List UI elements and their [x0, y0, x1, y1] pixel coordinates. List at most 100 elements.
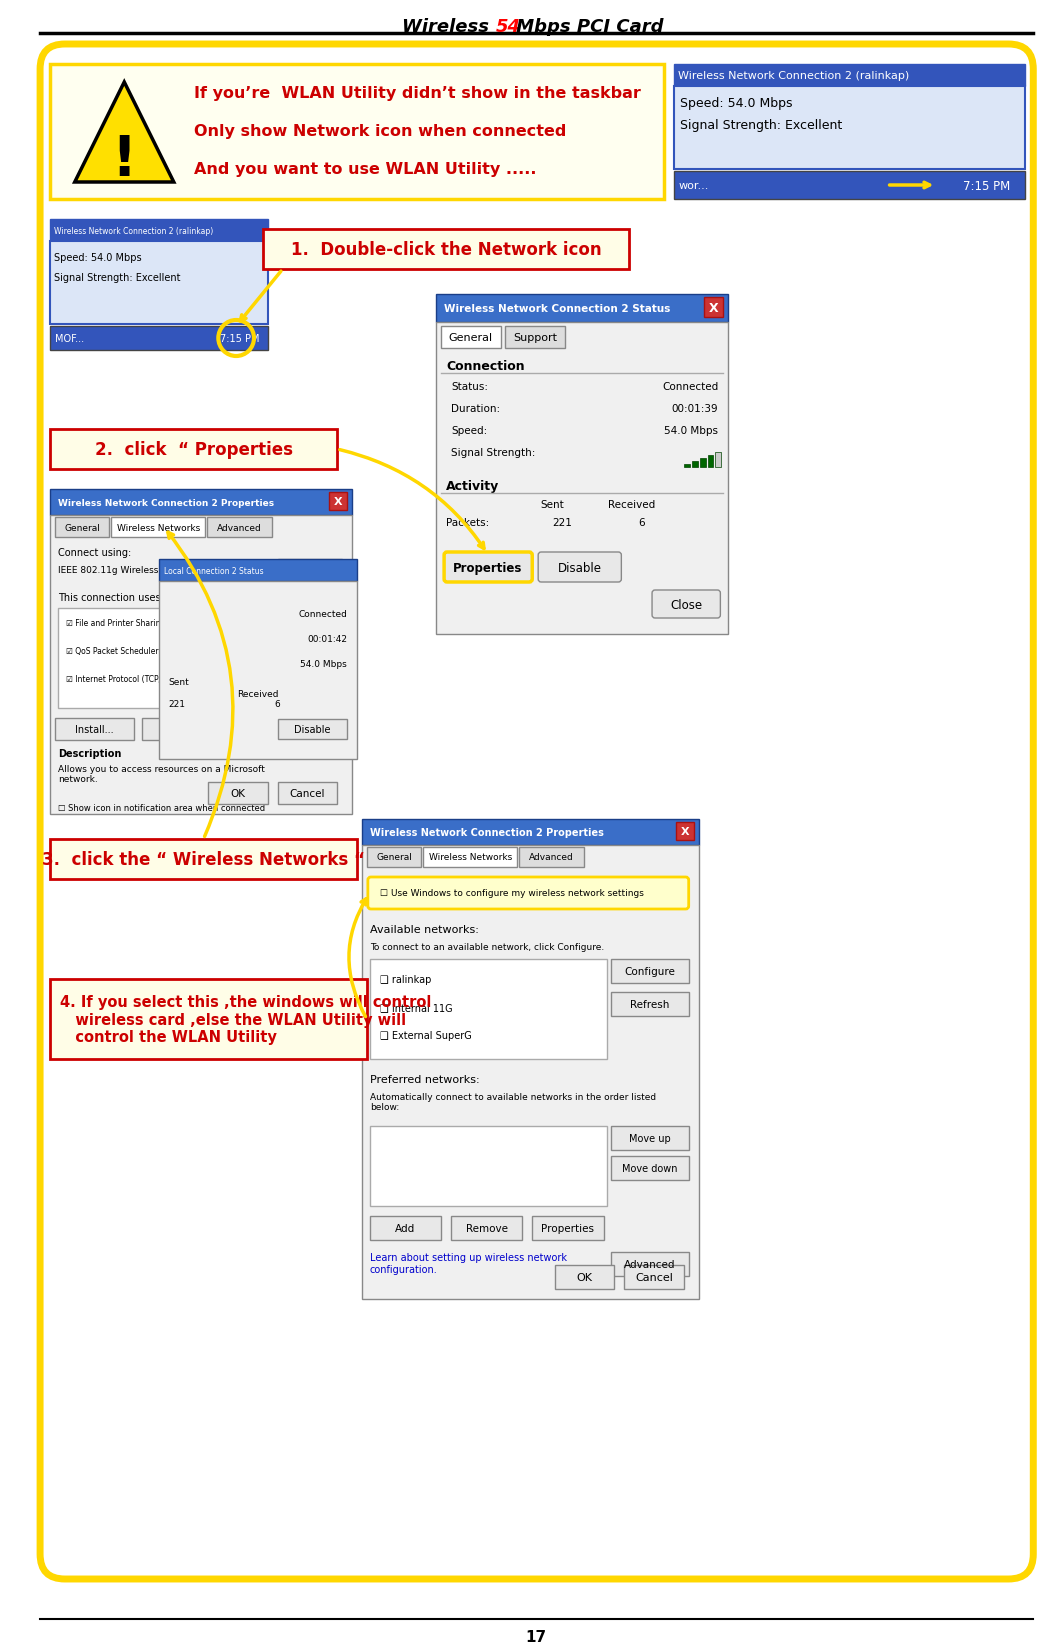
Text: Move down: Move down	[622, 1163, 678, 1173]
FancyBboxPatch shape	[624, 1266, 684, 1289]
Polygon shape	[74, 82, 173, 183]
Text: ☑ Internet Protocol (TCP/IP): ☑ Internet Protocol (TCP/IP)	[66, 674, 171, 684]
Text: Connection: Connection	[446, 359, 525, 372]
Text: Wireless Networks: Wireless Networks	[117, 522, 200, 532]
FancyBboxPatch shape	[55, 719, 134, 740]
Text: Signal Strength: Excellent: Signal Strength: Excellent	[54, 274, 181, 283]
Text: 7:15 PM: 7:15 PM	[220, 335, 260, 344]
Text: Advanced: Advanced	[529, 854, 574, 862]
FancyBboxPatch shape	[50, 489, 352, 516]
Text: ❑ Internal 11G: ❑ Internal 11G	[379, 1002, 453, 1012]
FancyBboxPatch shape	[674, 171, 1026, 199]
FancyBboxPatch shape	[142, 719, 221, 740]
Text: ❑ External SuperG: ❑ External SuperG	[379, 1030, 472, 1040]
Text: Properties: Properties	[541, 1223, 594, 1233]
Text: General: General	[449, 333, 493, 343]
FancyBboxPatch shape	[674, 64, 1026, 87]
FancyBboxPatch shape	[361, 819, 698, 845]
FancyBboxPatch shape	[652, 590, 721, 618]
FancyBboxPatch shape	[611, 1126, 689, 1150]
Text: IEEE 802.11g Wireless LAN Adapter RT2Z8: IEEE 802.11g Wireless LAN Adapter RT2Z8	[57, 565, 250, 575]
FancyBboxPatch shape	[57, 608, 340, 709]
Text: Only show Network icon when connected: Only show Network icon when connected	[193, 124, 566, 138]
FancyBboxPatch shape	[367, 847, 421, 867]
Text: ☐ Show icon in notification area when connected: ☐ Show icon in notification area when co…	[57, 804, 265, 812]
Text: Disable: Disable	[294, 725, 331, 735]
Text: 00:01:39: 00:01:39	[672, 404, 719, 414]
Text: X: X	[334, 496, 342, 506]
Text: Wireless Network Connection 2 (ralinkap): Wireless Network Connection 2 (ralinkap)	[678, 71, 909, 81]
Text: 54.0 Mbps: 54.0 Mbps	[301, 659, 347, 669]
FancyBboxPatch shape	[684, 465, 690, 468]
FancyBboxPatch shape	[208, 783, 268, 804]
Text: This connection uses the following items:: This connection uses the following items…	[57, 593, 260, 603]
Text: Move up: Move up	[629, 1134, 671, 1144]
Text: Support: Support	[513, 333, 557, 343]
FancyBboxPatch shape	[444, 552, 533, 583]
Text: Speed: 54.0 Mbps: Speed: 54.0 Mbps	[54, 252, 141, 262]
Text: Signal Strength:: Signal Strength:	[451, 448, 536, 458]
Text: ☑ File and Printer Sharing for Microsoft Networks: ☑ File and Printer Sharing for Microsoft…	[66, 618, 254, 628]
Text: Uninstall: Uninstall	[161, 725, 203, 735]
FancyBboxPatch shape	[451, 1216, 522, 1241]
Text: 6: 6	[275, 699, 281, 709]
FancyBboxPatch shape	[330, 493, 347, 511]
Text: General: General	[376, 854, 412, 862]
Text: Wireless: Wireless	[402, 18, 495, 36]
Text: Properties: Properties	[453, 562, 522, 574]
Text: 221: 221	[169, 699, 186, 709]
Text: Description: Description	[57, 748, 121, 758]
Text: X: X	[709, 302, 719, 315]
FancyBboxPatch shape	[207, 517, 272, 537]
Text: 00:01:42: 00:01:42	[307, 634, 347, 644]
FancyBboxPatch shape	[112, 517, 205, 537]
Text: Cancel: Cancel	[290, 788, 325, 799]
Text: ☐ Use Windows to configure my wireless network settings: ☐ Use Windows to configure my wireless n…	[379, 888, 643, 898]
Text: Mbps PCI Card: Mbps PCI Card	[510, 18, 664, 36]
Text: Add: Add	[395, 1223, 416, 1233]
Text: Wireless Network Connection 2 Properties: Wireless Network Connection 2 Properties	[370, 827, 604, 837]
FancyBboxPatch shape	[538, 552, 622, 583]
FancyBboxPatch shape	[704, 298, 723, 318]
Text: 7:15 PM: 7:15 PM	[963, 180, 1011, 193]
Text: Configure: Configure	[288, 565, 333, 574]
Text: 4. If you select this ,the windows will control
   wireless card ,else the WLAN : 4. If you select this ,the windows will …	[60, 994, 432, 1045]
Text: 17: 17	[525, 1630, 546, 1645]
Text: Advanced: Advanced	[217, 522, 261, 532]
FancyBboxPatch shape	[277, 783, 337, 804]
Text: Wireless Network Connection 2 Properties: Wireless Network Connection 2 Properties	[57, 498, 274, 508]
Text: Wireless Network Connection 2 (ralinkap): Wireless Network Connection 2 (ralinkap)	[54, 226, 214, 236]
Text: Packets:: Packets:	[446, 517, 489, 527]
Text: Sent: Sent	[169, 677, 189, 687]
FancyBboxPatch shape	[555, 1266, 614, 1289]
Text: And you want to use WLAN Utility .....: And you want to use WLAN Utility .....	[193, 162, 536, 176]
Text: Allows you to access resources on a Microsoft
network.: Allows you to access resources on a Micr…	[57, 765, 265, 784]
FancyBboxPatch shape	[50, 516, 352, 814]
Text: 6: 6	[638, 517, 644, 527]
FancyBboxPatch shape	[370, 1126, 607, 1206]
FancyBboxPatch shape	[361, 845, 698, 1299]
Text: OK: OK	[231, 788, 246, 799]
Text: Remove: Remove	[466, 1223, 508, 1233]
FancyBboxPatch shape	[436, 323, 728, 634]
Text: 221: 221	[552, 517, 572, 527]
FancyBboxPatch shape	[50, 839, 357, 880]
Text: Available networks:: Available networks:	[370, 925, 478, 934]
FancyBboxPatch shape	[533, 1216, 604, 1241]
Text: Preferred networks:: Preferred networks:	[370, 1074, 479, 1084]
Text: Sent: Sent	[540, 499, 563, 509]
Text: 54.0 Mbps: 54.0 Mbps	[664, 425, 719, 435]
FancyBboxPatch shape	[436, 295, 728, 323]
Text: Refresh: Refresh	[630, 999, 670, 1009]
FancyBboxPatch shape	[506, 326, 564, 349]
FancyBboxPatch shape	[676, 822, 694, 840]
Text: Install...: Install...	[75, 725, 114, 735]
Text: 1.  Double-click the Network icon: 1. Double-click the Network icon	[291, 241, 602, 259]
Text: !: !	[112, 133, 137, 186]
FancyBboxPatch shape	[423, 847, 518, 867]
Text: 2.  click  “ Properties: 2. click “ Properties	[95, 440, 292, 458]
FancyBboxPatch shape	[708, 456, 713, 468]
FancyBboxPatch shape	[50, 430, 337, 470]
Text: Status:: Status:	[451, 382, 488, 392]
Text: Signal Strength: Excellent: Signal Strength: Excellent	[679, 119, 842, 132]
